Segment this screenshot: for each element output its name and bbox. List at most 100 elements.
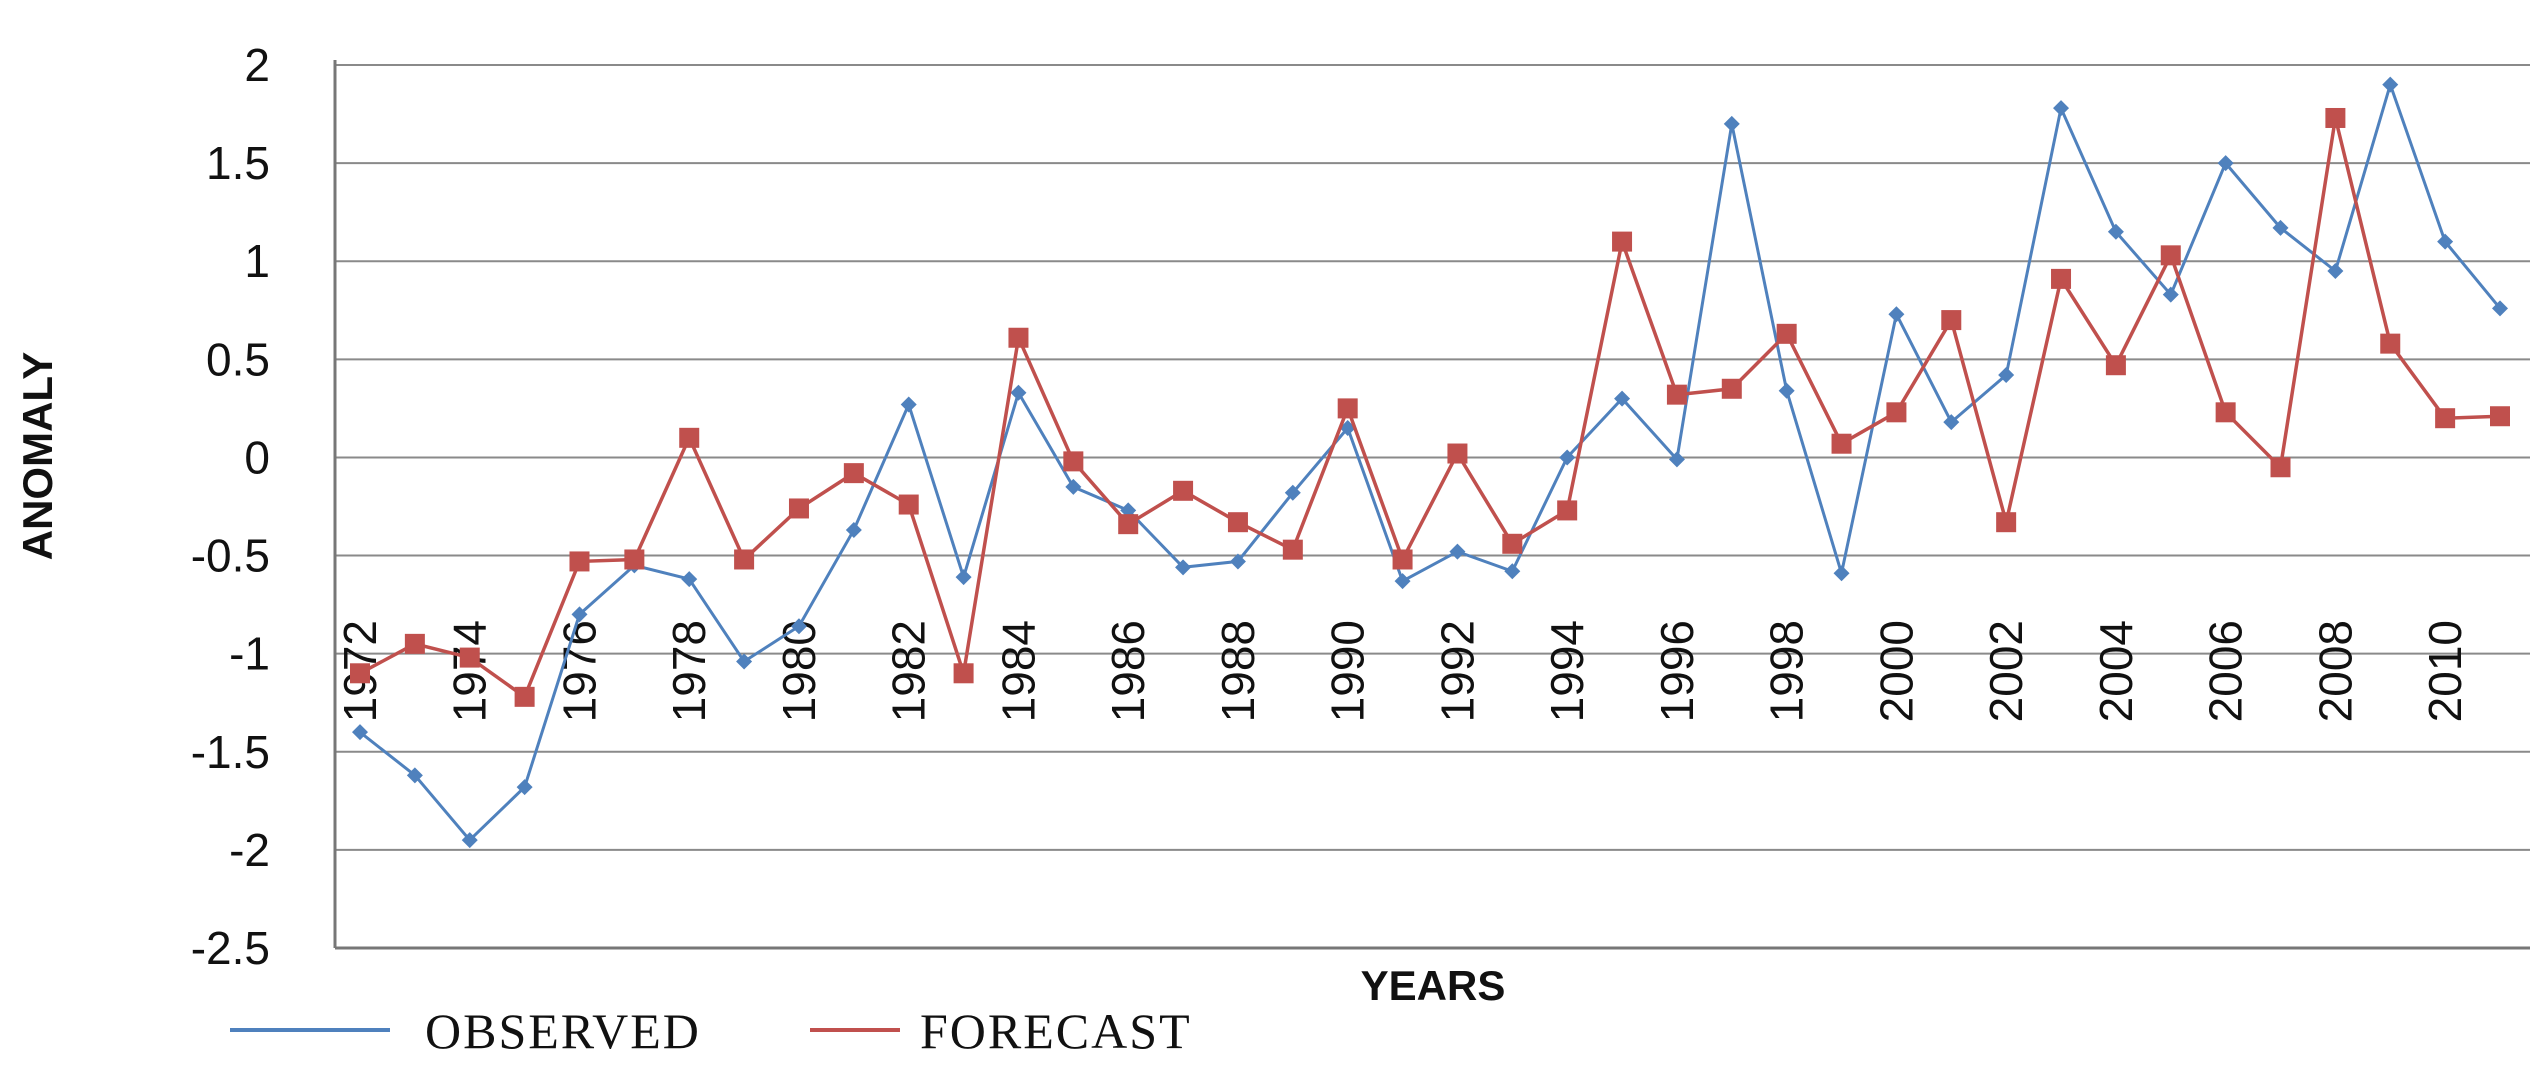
- x-tick-label: 1982: [883, 620, 935, 722]
- data-point-forecast: [2435, 408, 2456, 429]
- data-point-observed: [2272, 219, 2289, 236]
- x-tick-label: 1994: [1541, 620, 1593, 722]
- data-point-observed: [1504, 563, 1521, 580]
- x-axis-title: YEARS: [1361, 962, 1506, 1009]
- data-point-forecast: [2051, 268, 2072, 289]
- x-tick-label: 1978: [663, 620, 715, 722]
- gridlines: [335, 64, 2530, 949]
- data-point-observed: [1723, 115, 1740, 132]
- y-axis-tick-labels: 2 1.5 1 0.5 0 -0.5 -1 -1.5 -2 -2.5: [191, 39, 270, 974]
- data-point-forecast: [404, 633, 425, 654]
- y-tick-label: 1.5: [206, 137, 270, 189]
- y-tick-label: -2.5: [191, 922, 270, 974]
- data-point-forecast: [459, 647, 480, 668]
- x-tick-label: 1996: [1651, 620, 1703, 722]
- data-point-forecast: [1173, 480, 1194, 501]
- x-tick-label: 1986: [1102, 620, 1154, 722]
- y-tick-label: 2: [244, 39, 270, 91]
- data-point-forecast: [2270, 457, 2291, 478]
- legend-label-observed: OBSERVED: [425, 1003, 701, 1059]
- data-point-forecast: [2325, 107, 2346, 128]
- x-tick-label: 2010: [2419, 620, 2471, 722]
- data-point-observed: [1010, 384, 1027, 401]
- data-point-observed: [352, 724, 368, 741]
- series-line-forecast: [359, 117, 2501, 700]
- data-point-forecast: [1008, 327, 1029, 348]
- x-tick-label: 2008: [2309, 620, 2361, 722]
- data-point-observed: [1888, 306, 1905, 323]
- data-point-forecast: [1941, 310, 1962, 331]
- data-series: [350, 76, 2510, 849]
- y-tick-label: 1: [244, 235, 270, 287]
- data-point-observed: [516, 779, 533, 796]
- data-point-forecast: [1721, 378, 1742, 399]
- data-point-observed: [2107, 223, 2124, 240]
- x-tick-label: 2004: [2090, 620, 2142, 722]
- data-point-forecast: [1447, 443, 1468, 464]
- data-point-forecast: [2380, 333, 2401, 354]
- data-point-observed: [1778, 382, 1795, 399]
- data-point-observed: [1943, 414, 1960, 431]
- data-point-forecast: [788, 498, 809, 519]
- data-point-forecast: [1502, 533, 1523, 554]
- data-point-observed: [955, 569, 972, 586]
- data-point-forecast: [1063, 451, 1084, 472]
- data-point-forecast: [2105, 355, 2126, 376]
- data-point-observed: [571, 606, 588, 623]
- y-tick-label: -1.5: [191, 726, 270, 778]
- data-point-forecast: [569, 551, 590, 572]
- data-point-observed: [1668, 451, 1685, 468]
- data-point-observed: [681, 571, 698, 588]
- data-point-forecast: [1996, 512, 2017, 533]
- data-point-forecast: [734, 549, 755, 570]
- y-tick-label: 0.5: [206, 333, 270, 385]
- data-point-forecast: [2490, 406, 2510, 427]
- series-forecast: [350, 107, 2510, 707]
- data-point-observed: [2327, 263, 2344, 280]
- data-point-observed: [461, 832, 478, 849]
- y-tick-label: -2: [229, 824, 270, 876]
- data-point-observed: [900, 396, 917, 413]
- data-point-observed: [1394, 573, 1411, 590]
- data-point-forecast: [1392, 549, 1413, 570]
- data-point-observed: [1175, 559, 1192, 576]
- data-point-forecast: [679, 427, 700, 448]
- data-point-forecast: [1612, 231, 1633, 252]
- data-point-observed: [406, 767, 423, 784]
- x-tick-label: 1984: [992, 620, 1044, 722]
- y-tick-label: -1: [229, 628, 270, 680]
- data-point-observed: [2162, 286, 2179, 303]
- series-observed: [352, 76, 2508, 849]
- legend: OBSERVED FORECAST: [230, 1003, 1190, 1059]
- data-point-forecast: [1666, 384, 1687, 405]
- data-point-observed: [1559, 449, 1576, 466]
- data-point-observed: [2492, 300, 2508, 317]
- data-point-observed: [1229, 553, 1246, 570]
- x-tick-label: 1980: [773, 620, 825, 722]
- data-point-observed: [1284, 484, 1301, 501]
- x-tick-label: 2006: [2200, 620, 2252, 722]
- data-point-forecast: [1282, 539, 1303, 560]
- data-point-forecast: [1227, 512, 1248, 533]
- x-tick-label: 1990: [1322, 620, 1374, 722]
- data-point-observed: [2437, 233, 2454, 250]
- data-point-observed: [736, 653, 753, 670]
- data-point-observed: [2217, 155, 2234, 172]
- data-point-forecast: [514, 686, 535, 707]
- data-point-forecast: [898, 494, 919, 515]
- x-axis-tick-labels: 1972197419761978198019821984198619881990…: [334, 620, 2471, 722]
- x-tick-label: 1998: [1761, 620, 1813, 722]
- data-point-observed: [2382, 76, 2399, 93]
- data-point-forecast: [1557, 500, 1578, 521]
- data-point-forecast: [1118, 514, 1139, 535]
- data-point-observed: [1614, 390, 1631, 407]
- data-point-forecast: [2160, 245, 2181, 266]
- data-point-observed: [2053, 100, 2070, 117]
- data-point-forecast: [953, 663, 974, 684]
- y-axis-title: ANOMALY: [14, 352, 61, 560]
- series-line-observed: [359, 79, 2502, 843]
- data-point-forecast: [843, 463, 864, 484]
- x-tick-label: 2000: [1870, 620, 1922, 722]
- data-point-forecast: [2215, 402, 2236, 423]
